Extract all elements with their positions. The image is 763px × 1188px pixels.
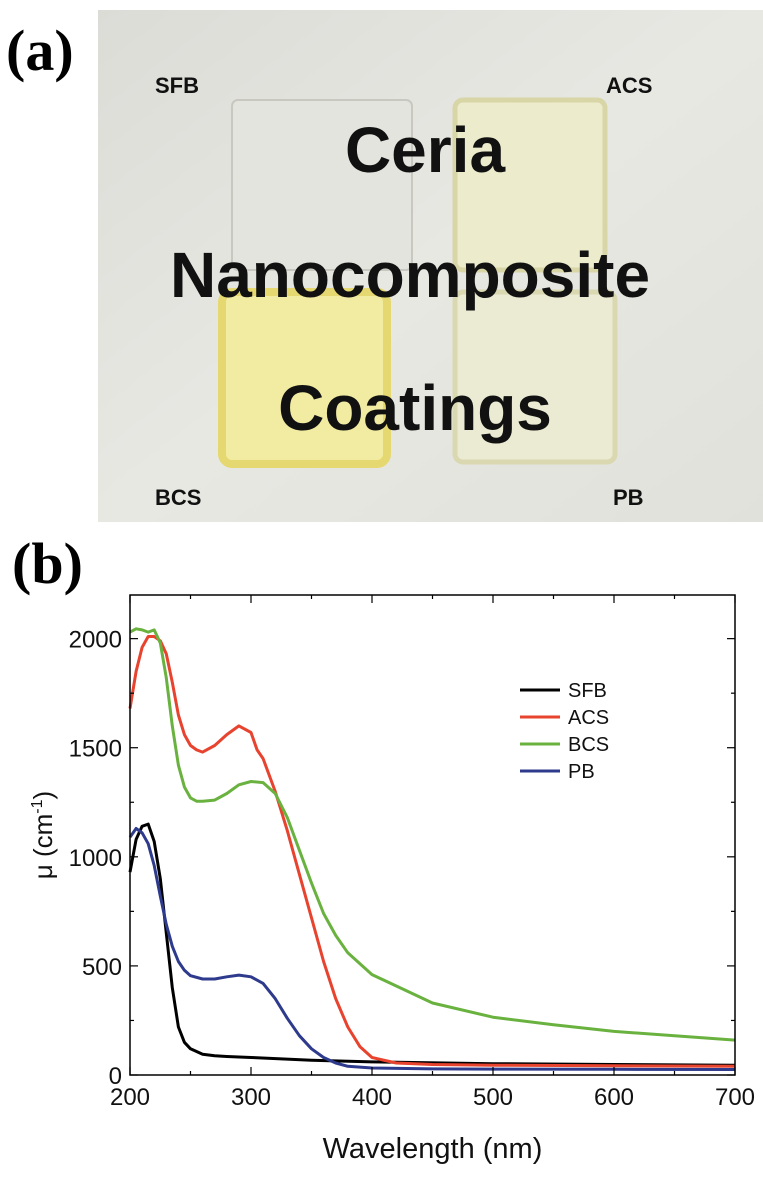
legend: SFB ACS BCS PB	[520, 680, 609, 783]
y-axis-label-sup: -1	[29, 799, 46, 813]
x-tick-label: 400	[352, 1084, 392, 1111]
coatings-photo: Ceria Nanocomposite Coatings SFB ACS BCS…	[98, 10, 763, 522]
slide-pb	[452, 289, 618, 465]
y-axis-label-main: μ (cm	[28, 814, 58, 880]
series-line-acs	[128, 635, 736, 1068]
legend-label-sfb: SFB	[568, 680, 607, 702]
y-tick-label: 0	[109, 1063, 122, 1090]
x-tick-label: 700	[715, 1084, 755, 1111]
slide-acs	[452, 97, 608, 273]
chart-panel: (b) 200 300 400 500 600 700 0 500 1000 1500 2000 W…	[0, 525, 763, 1183]
y-tick-label: 2000	[69, 627, 122, 654]
y-tick-label: 1500	[69, 736, 122, 763]
x-tick-label: 600	[594, 1084, 634, 1111]
series-line-sfb	[128, 822, 736, 1067]
panel-b-label: (b)	[12, 531, 83, 596]
sample-label-sfb: SFB	[155, 73, 199, 98]
sample-label-pb: PB	[613, 485, 644, 510]
x-tick-label: 500	[473, 1084, 513, 1111]
photo-text-line-1: Ceria	[345, 114, 506, 186]
photo-text-line-3: Coatings	[278, 372, 552, 444]
y-axis-label-close: )	[28, 791, 58, 800]
slide-sfb	[231, 99, 413, 271]
x-tick-label: 300	[231, 1084, 271, 1111]
legend-label-acs: ACS	[568, 707, 609, 729]
panel-a-label: (a)	[6, 18, 74, 83]
y-tick-label: 1000	[69, 845, 122, 872]
legend-label-pb: PB	[568, 761, 595, 783]
photo-text-line-2: Nanocomposite	[170, 239, 650, 311]
sample-label-bcs: BCS	[155, 485, 201, 510]
photo-panel: (a) Ceria Nanocomposite Coatings SFB ACS…	[0, 0, 763, 525]
sample-label-acs: ACS	[606, 73, 652, 98]
paper-background	[98, 10, 763, 522]
slide-bcs	[218, 288, 391, 468]
x-tick-label: 200	[110, 1084, 150, 1111]
x-axis-label: Wavelength (nm)	[323, 1133, 543, 1165]
series-line-pb	[128, 827, 736, 1071]
absorption-chart: 200 300 400 500 600 700 0 500 1000 1500 2000 Wavel…	[28, 594, 755, 1165]
y-axis-label: μ (cm-1)	[28, 791, 58, 879]
series-line-bcs	[129, 627, 736, 1042]
y-tick-label: 500	[82, 954, 122, 981]
legend-label-bcs: BCS	[568, 734, 609, 756]
